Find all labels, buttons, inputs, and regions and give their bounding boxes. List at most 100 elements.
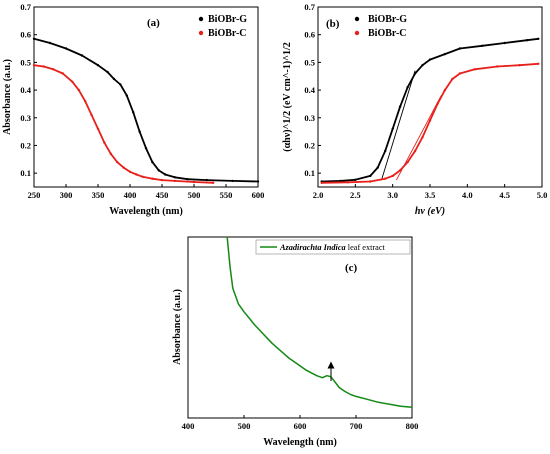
data-point	[77, 88, 81, 92]
data-point	[391, 174, 394, 178]
x-tick-label: 2.0	[313, 190, 324, 200]
legend-a: BiOBr-G BiOBr-C	[198, 14, 247, 39]
y-tick-label: 0.4	[20, 85, 31, 95]
legend-label-b-bioobr-c: BiOBr-C	[368, 28, 407, 39]
data-point	[122, 166, 125, 169]
data-point	[96, 63, 100, 67]
y-tick-label: 0.3	[20, 113, 31, 123]
panel-label-b: (b)	[326, 18, 340, 30]
data-point	[320, 181, 323, 184]
data-point	[518, 63, 521, 67]
legend-label-italic: Azadirachta Indica	[279, 243, 346, 252]
data-point	[205, 178, 208, 182]
y-tick-label: 0.5	[20, 57, 31, 67]
y-axis-label-b: (αhν)^1/2 (eV cm^-1)^1/2	[282, 42, 293, 152]
series-group-c	[226, 236, 413, 408]
data-point	[496, 65, 499, 68]
legend-marker-b-bioobr-g	[354, 16, 360, 22]
panel-label-c: (c)	[345, 262, 358, 274]
data-point	[537, 62, 540, 65]
x-tick-label: 300	[60, 190, 73, 200]
ticks-a: 250 300 350 400 450 500 550 600 0.1 0.2 0.3 0.4 0.5 0…	[20, 2, 264, 200]
data-point	[125, 94, 128, 97]
data-point	[428, 58, 432, 61]
y-tick-label: 0.3	[304, 113, 315, 123]
data-point	[160, 178, 164, 182]
data-point	[421, 63, 424, 67]
ticks-b: 2.0 2.5 3.0 3.5 4.0 4.5 5.0 0.1 0.2 0.3 0.4 0.5 0.6 0…	[304, 2, 547, 200]
data-point	[369, 180, 372, 183]
data-point	[132, 111, 135, 114]
series-line	[33, 64, 214, 184]
y-axis-label-a: Absorbance (a.u.)	[2, 59, 13, 135]
data-point	[443, 88, 447, 92]
legend-marker-bioobr-g	[198, 16, 204, 22]
x-axis-label-a: Wavelength (nm)	[109, 206, 183, 217]
y-tick-label: 0.2	[304, 140, 315, 150]
plot-frame-b	[317, 6, 543, 188]
plot-frame-a	[33, 6, 259, 188]
data-point	[346, 181, 350, 184]
series-group-b	[320, 37, 540, 184]
data-point	[90, 113, 93, 117]
data-point	[256, 180, 260, 183]
y-tick-label: 0.5	[304, 57, 315, 67]
data-point	[135, 173, 138, 176]
panel-label-a: (a)	[147, 17, 160, 29]
y-tick-label: 0.6	[20, 30, 31, 40]
panel-b: 2.0 2.5 3.0 3.5 4.0 4.5 5.0 0.1 0.2 0.3 0.4 0.5 0.6 0…	[282, 2, 547, 217]
data-point	[212, 181, 215, 184]
series-line	[33, 37, 259, 183]
data-point	[119, 83, 122, 86]
x-tick-label: 350	[92, 190, 105, 200]
data-point	[112, 77, 116, 81]
data-point	[354, 178, 357, 181]
series-group-a	[32, 37, 260, 184]
x-tick-label: 5.0	[537, 190, 548, 200]
y-tick-label: 0.7	[304, 2, 315, 12]
x-tick-label: 550	[220, 190, 233, 200]
data-point	[413, 149, 417, 153]
series-line	[226, 236, 413, 408]
data-point	[398, 169, 402, 172]
data-point	[109, 152, 113, 155]
x-axis-label-c: Wavelength (nm)	[263, 437, 337, 448]
data-point	[164, 173, 167, 176]
data-point	[398, 105, 402, 108]
x-tick-label: 400	[182, 421, 195, 431]
x-tick-label: 4.0	[462, 190, 473, 200]
data-point	[96, 127, 100, 130]
legend-box-c	[255, 239, 411, 255]
y-tick-label: 0.1	[20, 168, 31, 178]
data-point	[106, 70, 109, 74]
data-point	[451, 77, 454, 81]
x-tick-label: 800	[406, 421, 419, 431]
x-tick-label: 2.5	[350, 190, 361, 200]
legend-label-bioobr-g: BiOBr-G	[208, 14, 247, 25]
series-line	[321, 37, 539, 183]
data-point	[61, 72, 64, 75]
x-tick-label: 250	[28, 190, 41, 200]
data-point	[421, 136, 424, 139]
legend-label-bioobr-c: BiOBr-C	[208, 28, 247, 39]
data-point	[151, 177, 154, 180]
data-point	[525, 39, 529, 42]
x-tick-label: 500	[188, 190, 201, 200]
data-point	[503, 41, 506, 45]
legend-label-c: Azadirachta Indica leaf extract	[279, 243, 386, 252]
x-tick-label: 600	[294, 421, 307, 431]
data-point	[138, 130, 141, 133]
ticks-c: 400 500 600 700 800	[182, 415, 419, 431]
x-tick-label: 3.0	[387, 190, 398, 200]
data-point	[151, 160, 154, 164]
x-tick-label: 400	[124, 190, 137, 200]
data-point	[443, 52, 447, 56]
legend-marker-b-bioobr-c	[354, 30, 360, 36]
data-point	[192, 180, 196, 184]
data-point	[458, 47, 462, 50]
data-point	[103, 141, 106, 144]
data-point	[173, 179, 176, 183]
data-point	[406, 86, 409, 89]
data-point	[369, 174, 372, 178]
data-point	[42, 65, 45, 68]
